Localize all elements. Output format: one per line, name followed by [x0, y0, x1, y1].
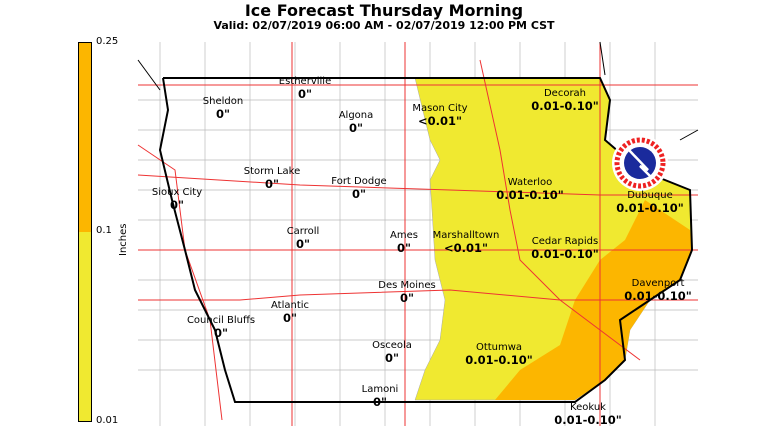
city-name: Cedar Rapids — [531, 236, 599, 247]
city-name: Algona — [338, 110, 374, 121]
city-label: Cedar Rapids 0.01-0.10" — [531, 236, 599, 260]
ice-amount: 0.01-0.10" — [465, 353, 533, 367]
city-label: Ottumwa 0.01-0.10" — [465, 342, 533, 366]
city-label: Sheldon 0" — [203, 96, 243, 120]
city-label: Estherville 0" — [279, 76, 331, 100]
city-label: Lamoni 0" — [362, 384, 399, 408]
city-name: Ames — [390, 230, 418, 241]
ice-amount: 0" — [373, 395, 387, 409]
city-name: Council Bluffs — [186, 315, 256, 326]
city-name: Keokuk — [570, 402, 606, 413]
city-label: Carroll 0" — [287, 226, 320, 250]
city-name: Marshalltown — [432, 230, 500, 241]
ice-amount: <0.01" — [417, 114, 463, 128]
legend-tick-max: 0.25 — [96, 36, 119, 47]
ice-amount: 0" — [283, 311, 297, 325]
ice-amount: 0" — [351, 187, 366, 201]
ice-amount: 0.01-0.10" — [496, 188, 564, 202]
ice-amount: 0" — [384, 351, 399, 365]
city-name: Sioux City — [151, 187, 203, 198]
city-name: Davenport — [631, 278, 685, 289]
city-name: Mason City — [412, 103, 468, 114]
ice-amount: 0" — [265, 177, 279, 191]
ice-amount: 0" — [298, 87, 312, 101]
city-name: Decorah — [543, 88, 587, 99]
valid-time: Valid: 02/07/2019 06:00 AM - 02/07/2019 … — [213, 19, 555, 32]
city-label: Fort Dodge 0" — [331, 176, 386, 200]
ice-amount: 0.01-0.10" — [624, 289, 692, 303]
ice-amount: 0.01-0.10" — [531, 99, 599, 113]
city-label: Waterloo 0.01-0.10" — [496, 177, 564, 201]
city-label: Marshalltown <0.01" — [433, 230, 500, 254]
city-label: Algona 0" — [339, 110, 374, 134]
city-name: Carroll — [286, 226, 320, 237]
city-label: Keokuk 0.01-0.10" — [554, 402, 622, 426]
city-name: Estherville — [278, 76, 332, 87]
ice-amount: 0" — [215, 107, 230, 121]
city-label: Mason City <0.01" — [412, 103, 467, 127]
city-label: Storm Lake 0" — [244, 166, 301, 190]
ice-amount: 0" — [400, 291, 414, 305]
city-name: Ottumwa — [475, 342, 523, 353]
city-name: Sheldon — [202, 96, 244, 107]
ice-amount: 0" — [296, 237, 310, 251]
ice-amount: 0.01-0.10" — [616, 201, 684, 215]
city-name: Osceola — [372, 340, 412, 351]
legend-tick-mid: 0.1 — [96, 225, 112, 236]
city-label: Osceola 0" — [372, 340, 412, 364]
city-name: Waterloo — [507, 177, 553, 188]
city-label: Davenport 0.01-0.10" — [624, 278, 692, 302]
ice-amount: 0.01-0.10" — [531, 247, 599, 261]
city-label: Atlantic 0" — [271, 300, 309, 324]
city-label: Des Moines 0" — [378, 280, 435, 304]
ice-amount: 0" — [214, 326, 228, 340]
city-name: Atlantic — [270, 300, 310, 311]
legend-tick-min: 0.01 — [96, 415, 119, 426]
ice-amount: 0" — [396, 241, 411, 255]
city-name: Dubuque — [627, 190, 673, 201]
city-name: Des Moines — [378, 280, 436, 291]
city-label: Ames 0" — [390, 230, 418, 254]
ice-amount: 0" — [349, 121, 363, 135]
map-title: Ice Forecast Thursday Morning — [244, 1, 524, 20]
city-label: Sioux City 0" — [152, 187, 202, 211]
city-label: Council Bluffs 0" — [187, 315, 255, 339]
city-name: Storm Lake — [243, 166, 301, 177]
ice-amount: 0" — [170, 198, 184, 212]
nws-logo-icon — [612, 135, 668, 191]
city-label: Dubuque 0.01-0.10" — [616, 190, 684, 214]
city-label: Decorah 0.01-0.10" — [531, 88, 599, 112]
ice-amount: <0.01" — [443, 241, 488, 255]
color-legend — [78, 42, 92, 422]
ice-amount: 0.01-0.10" — [554, 413, 622, 427]
city-name: Lamoni — [361, 384, 399, 395]
city-name: Fort Dodge — [331, 176, 387, 187]
